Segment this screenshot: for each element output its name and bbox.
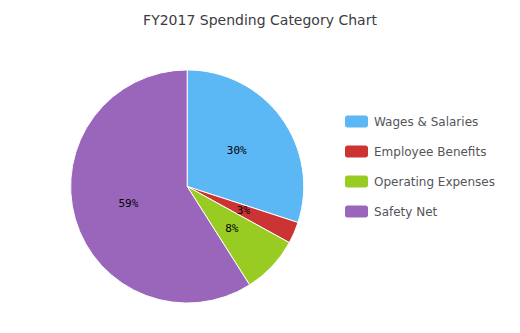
svg-text:Wages & Salaries: Wages & Salaries	[374, 115, 478, 129]
svg-text:Employee Benefits: Employee Benefits	[374, 145, 486, 159]
svg-text:FY2017 Spending Category Chart: FY2017 Spending Category Chart	[143, 12, 377, 28]
svg-text:30%: 30%	[227, 144, 247, 157]
svg-text:59%: 59%	[118, 197, 138, 210]
svg-text:3%: 3%	[237, 204, 251, 217]
svg-text:Operating Expenses: Operating Expenses	[374, 175, 495, 189]
svg-text:8%: 8%	[225, 222, 239, 235]
svg-text:Safety Net: Safety Net	[374, 205, 438, 219]
